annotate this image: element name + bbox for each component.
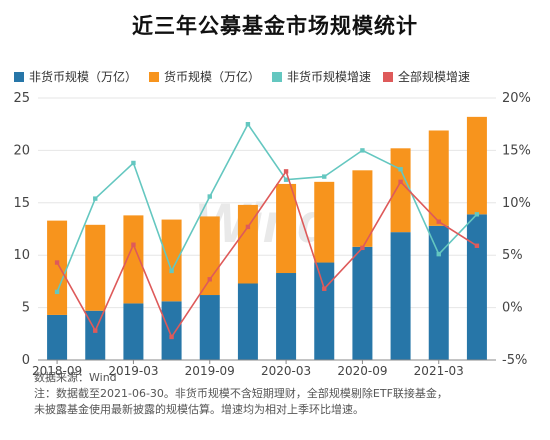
bar-non-money-2020-03 bbox=[276, 273, 297, 360]
bar-non-money-2019-03 bbox=[123, 303, 144, 360]
bar-money-2018-09 bbox=[47, 220, 68, 315]
bar-money-2020-12 bbox=[390, 148, 411, 233]
y-left-tick-label: 0 bbox=[22, 353, 30, 368]
line-series-2 bbox=[56, 169, 478, 339]
y-left-tick-label: 25 bbox=[13, 91, 30, 106]
bar-money-2019-03 bbox=[123, 215, 144, 304]
footnote-line-1: 注：数据截至2021-06-30。非货币规模不含短期理财，全部规模剔除ETF联接… bbox=[34, 387, 448, 400]
footnote-line-2: 未披露基金使用最新披露的规模估算。增速均为相对上季环比增速。 bbox=[34, 403, 364, 416]
line-point-2-2018-09 bbox=[54, 260, 60, 265]
bar-non-money-2020-12 bbox=[390, 232, 411, 360]
chart-title: 近三年公募基金市场规模统计 bbox=[132, 14, 418, 38]
y-right-tick-label: 20% bbox=[502, 91, 531, 106]
y-right-tick-label: 0% bbox=[502, 301, 523, 316]
x-tick-label: 2019-03 bbox=[108, 364, 158, 378]
legend-item: 货币规模（万亿） bbox=[149, 68, 260, 85]
legend-swatch bbox=[149, 71, 160, 82]
bar-money-2021-06 bbox=[466, 116, 487, 215]
bar-non-money-2021-03 bbox=[428, 225, 449, 360]
bar-money-2018-12 bbox=[85, 224, 106, 311]
x-tick-label: 2019-09 bbox=[185, 364, 235, 378]
line-point-2-2019-03 bbox=[131, 242, 136, 247]
bar-non-money-2021-06 bbox=[466, 214, 487, 360]
line-point-2-2020-03 bbox=[283, 169, 289, 174]
legend-swatch bbox=[272, 71, 283, 82]
line-point-1-2020-06 bbox=[322, 174, 327, 179]
line-point-1-2019-06 bbox=[169, 268, 174, 274]
line-point-1-2019-12 bbox=[245, 122, 251, 127]
bar-non-money-2020-09 bbox=[352, 246, 373, 360]
x-tick-label: 2021-03 bbox=[414, 364, 464, 378]
line-point-1-2020-03 bbox=[283, 177, 289, 182]
bar-money-2020-06 bbox=[314, 181, 335, 263]
bar-money-2019-12 bbox=[237, 204, 258, 284]
bar-non-money-2019-06 bbox=[161, 301, 182, 360]
y-left-tick-label: 5 bbox=[22, 301, 30, 316]
line-point-2-2021-03 bbox=[436, 219, 441, 224]
legend-swatch bbox=[383, 71, 394, 82]
x-tick-label: 2018-09 bbox=[32, 364, 82, 378]
line-point-1-2021-03 bbox=[436, 251, 441, 257]
y-right-tick-label: 10% bbox=[502, 196, 531, 211]
legend: 非货币规模（万亿） 货币规模（万亿） 非货币规模增速 全部规模增速 bbox=[14, 68, 470, 85]
line-point-2-2019-09 bbox=[207, 277, 212, 282]
line-point-2-2021-06 bbox=[474, 243, 480, 248]
notes: 数据来源：Wind 注：数据截至2021-06-30。非货币规模不含短期理财，全… bbox=[34, 370, 448, 418]
bar-money-2020-03 bbox=[276, 183, 297, 274]
y-left-tick-label: 20 bbox=[13, 143, 30, 158]
legend-label: 非货币规模（万亿） bbox=[29, 70, 138, 84]
y-left-tick-label: 15 bbox=[13, 196, 30, 211]
line-point-2-2020-09 bbox=[360, 245, 365, 251]
legend-label: 非货币规模增速 bbox=[287, 70, 372, 84]
line-point-2-2018-12 bbox=[93, 328, 98, 333]
line-point-1-2018-09 bbox=[54, 289, 60, 295]
line-series-1 bbox=[56, 122, 478, 293]
legend-item: 非货币规模增速 bbox=[272, 68, 371, 85]
x-tick-label: 2020-09 bbox=[337, 364, 387, 378]
bar-money-2019-09 bbox=[199, 216, 220, 296]
y-left-tick-label: 10 bbox=[13, 248, 30, 263]
line-point-2-2019-12 bbox=[245, 224, 251, 230]
bar-non-money-2019-12 bbox=[237, 283, 258, 360]
legend-swatch bbox=[14, 71, 24, 82]
legend-label: 全部规模增速 bbox=[398, 70, 471, 84]
bar-money-2020-09 bbox=[352, 170, 373, 247]
bar-money-2021-03 bbox=[428, 130, 449, 226]
line-point-1-2020-12 bbox=[398, 167, 403, 172]
bar-money-2019-06 bbox=[161, 219, 182, 302]
source-note: 数据来源：Wind bbox=[34, 371, 117, 384]
y-right-tick-label: 5% bbox=[502, 248, 523, 263]
legend-label: 货币规模（万亿） bbox=[164, 70, 261, 84]
line-point-1-2019-09 bbox=[207, 194, 212, 199]
line-point-2-2019-06 bbox=[169, 334, 174, 340]
bar-non-money-2019-09 bbox=[199, 295, 220, 360]
legend-item: 非货币规模（万亿） bbox=[14, 68, 137, 85]
bar-non-money-2020-06 bbox=[314, 262, 335, 360]
y-right-tick-label: 15% bbox=[502, 143, 531, 158]
legend-item: 全部规模增速 bbox=[383, 68, 470, 85]
y-right-tick-label: -5% bbox=[502, 353, 527, 368]
line-point-1-2021-06 bbox=[474, 212, 480, 217]
line-point-1-2020-09 bbox=[360, 148, 365, 153]
line-point-2-2020-12 bbox=[398, 179, 403, 185]
bar-non-money-2018-09 bbox=[47, 314, 68, 360]
x-tick-label: 2020-03 bbox=[261, 364, 311, 378]
line-point-1-2019-03 bbox=[131, 160, 136, 166]
line-point-2-2020-06 bbox=[322, 286, 327, 291]
line-point-1-2018-12 bbox=[93, 196, 98, 201]
